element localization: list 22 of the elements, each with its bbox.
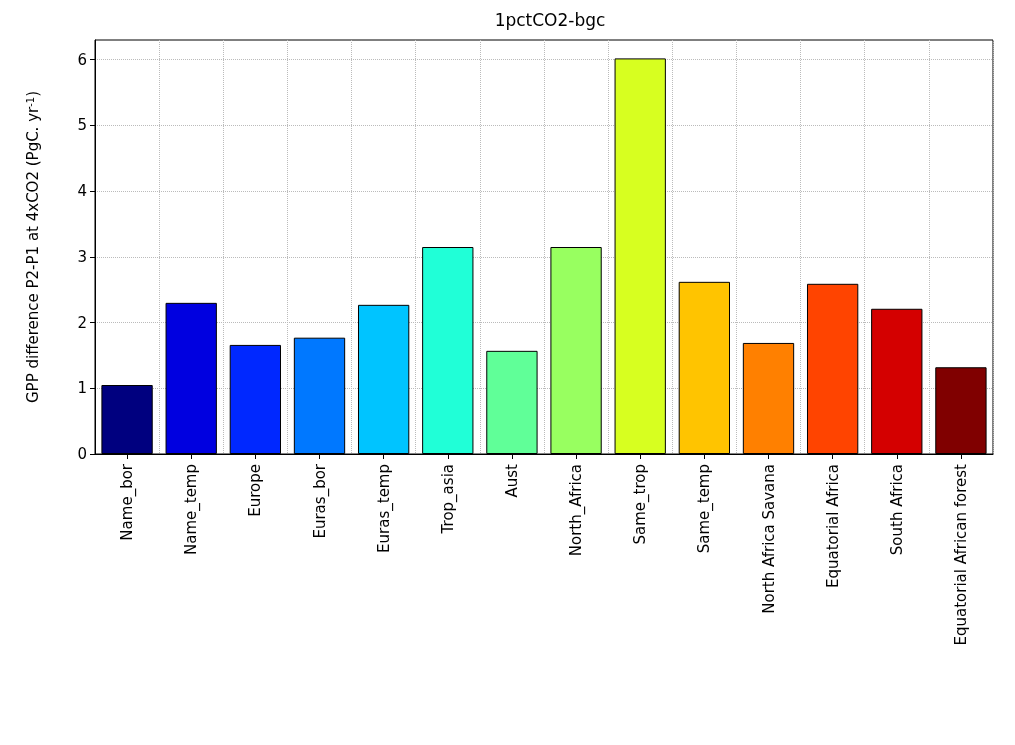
chart-title: 1pctCO2-bgc [494,9,606,30]
x-tick-label: Same_trop [631,464,651,545]
x-tick-label: Name_bor [118,463,138,541]
y-tick-label: 5 [77,116,87,135]
y-tick-label: 2 [77,313,87,332]
x-tick-label: Europe [246,464,265,517]
x-tick-label: North_Africa [567,464,587,557]
x-tick-label: Equatorial African forest [951,463,970,646]
y-tick-label: 4 [77,182,87,201]
x-tick-label: North Africa Savana [759,464,778,614]
x-tick-label: South Africa [887,464,906,556]
y-tick-label: 3 [77,247,87,266]
x-tick-label: Equatorial Africa [823,464,842,588]
x-tick-label: Aust [502,463,521,498]
x-tick-label: Euras_temp [374,464,394,553]
y-tick-label: 0 [77,445,87,463]
y-tick-label: 1 [77,379,87,398]
x-tick-label: Same_temp [695,464,715,554]
x-tick-label: Name_temp [182,464,202,555]
x-tick-label: Euras_bor [310,463,330,539]
y-tick-label: 6 [77,50,87,69]
x-tick-label: Trop_asia [438,464,458,535]
